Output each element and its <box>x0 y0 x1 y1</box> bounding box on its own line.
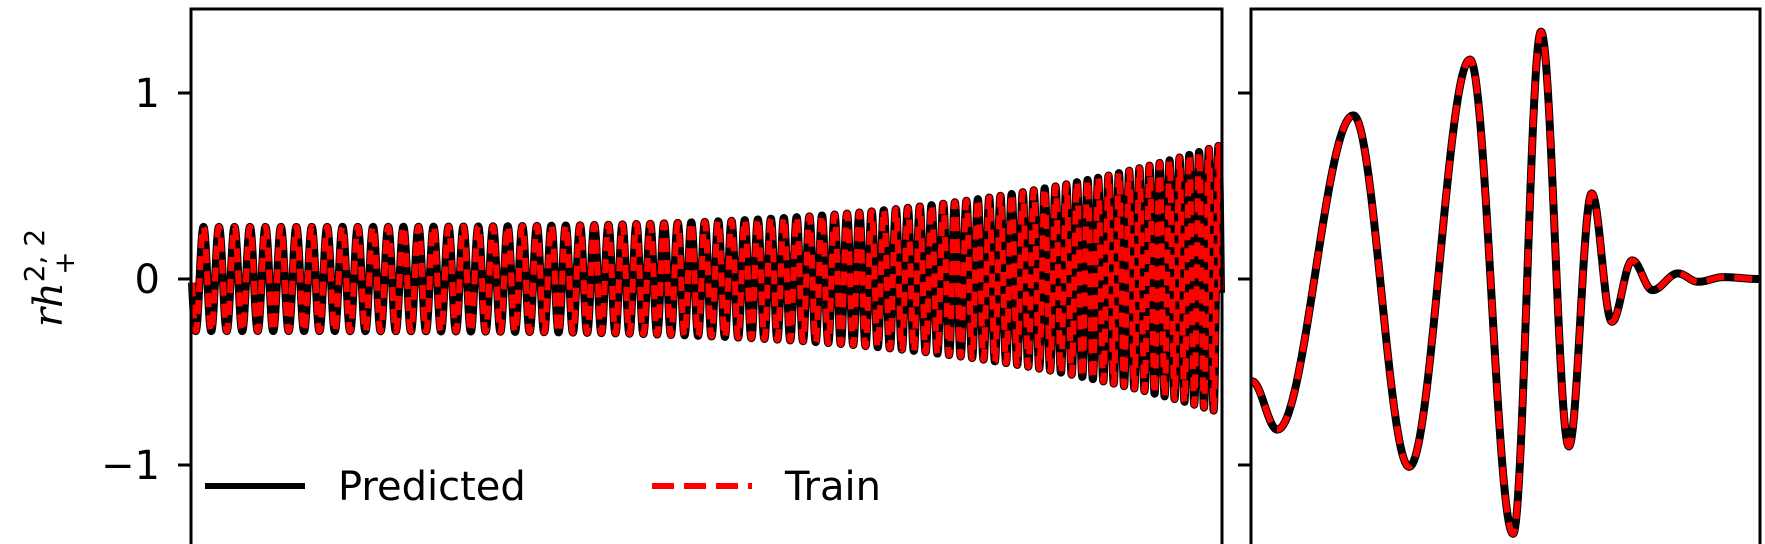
left-y-ticks: 1 0 −1 <box>101 71 191 489</box>
left-panel: 1 0 −1 Predicted Train <box>101 7 1225 544</box>
y-tick-label: 0 <box>135 257 160 303</box>
series-line-left-train <box>189 142 1224 414</box>
y-axis-label-main: rh <box>26 282 72 327</box>
svg-text:rh2, 2+: rh2, 2+ <box>18 229 81 327</box>
right-panel <box>1238 7 1763 544</box>
series-line-right-train <box>1249 28 1762 537</box>
y-axis-label-subscript: + <box>48 251 81 274</box>
right-series-group <box>1248 27 1763 538</box>
y-axis-label: rh2, 2+ <box>18 229 81 327</box>
legend-train-label: Train <box>784 464 881 510</box>
legend-predicted-label: Predicted <box>338 464 526 510</box>
y-tick-label: −1 <box>101 443 160 489</box>
left-axes-frame <box>189 7 1224 544</box>
left-series-group <box>188 141 1225 415</box>
right-axes-frame <box>1249 7 1762 544</box>
right-y-ticks <box>1238 91 1251 467</box>
legend: Predicted Train <box>205 464 881 510</box>
y-tick-label: 1 <box>135 71 160 117</box>
series-line-right-predicted <box>1248 27 1763 538</box>
y-axis-label-superscript: 2, 2 <box>18 229 51 282</box>
